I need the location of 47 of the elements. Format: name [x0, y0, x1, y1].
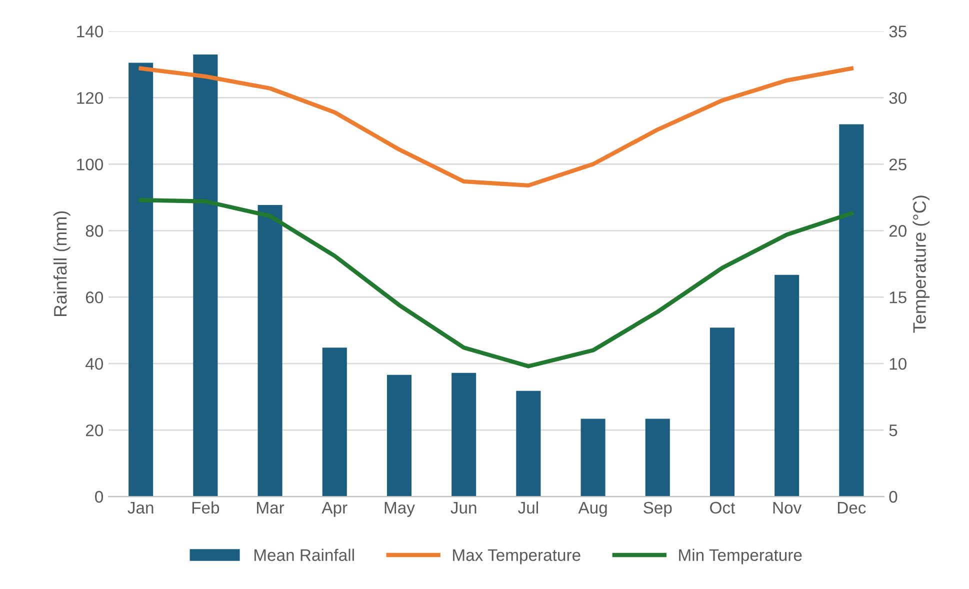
- y2-tick-label: 0: [889, 490, 898, 503]
- x-tick-label: Jun: [450, 502, 476, 514]
- y-tick-label: 20: [86, 424, 104, 436]
- y2-axis-title: Temperature (°C): [912, 196, 930, 333]
- bar: [128, 62, 154, 497]
- legend-label: Min Temperature: [679, 548, 802, 564]
- x-tick-label: Oct: [710, 502, 736, 514]
- y-tick-label: 40: [86, 358, 104, 370]
- bar: [516, 390, 541, 497]
- y2-tick-label: 5: [889, 424, 898, 436]
- y-tick-label: 60: [86, 292, 104, 304]
- y-tick-label: 140: [77, 26, 104, 38]
- y2-tick-label: 15: [890, 292, 906, 304]
- y-tick-label: 80: [86, 225, 104, 237]
- y-axis-title: Rainfall (mm): [53, 211, 70, 316]
- x-tick-label: Feb: [192, 501, 220, 514]
- x-tick-label: Dec: [838, 502, 866, 514]
- bar: [258, 205, 282, 497]
- y2-tick-label: 25: [889, 158, 906, 170]
- bar: [386, 374, 412, 497]
- bar: [580, 418, 606, 497]
- x-tick-label: Sep: [644, 502, 672, 517]
- x-tick-label: May: [384, 502, 415, 517]
- y-tick-label: 0: [95, 490, 104, 503]
- y2-tick-label: 10: [890, 358, 906, 370]
- line-series: [138, 66, 854, 188]
- y-tick-label: 100: [77, 158, 104, 170]
- bar: [774, 274, 800, 497]
- legend-label: Max Temperature: [453, 549, 580, 564]
- bar: [645, 418, 670, 497]
- bar: [839, 124, 864, 497]
- legend-label: Mean Rainfall: [254, 548, 354, 561]
- x-tick-label: Jan: [128, 502, 154, 514]
- bar: [710, 328, 734, 497]
- x-tick-label: Nov: [773, 502, 802, 514]
- y-tick-label: 120: [77, 92, 104, 104]
- x-tick-label: Jul: [518, 501, 538, 514]
- bar: [193, 54, 218, 497]
- y2-tick-label: 20: [889, 225, 906, 237]
- y2-tick-label: 30: [889, 92, 906, 104]
- y2-tick-label: 35: [889, 26, 906, 38]
- line-series: [138, 198, 854, 368]
- x-tick-label: Mar: [257, 502, 284, 514]
- bar: [322, 348, 347, 497]
- bar: [452, 372, 476, 497]
- x-tick-label: Apr: [322, 502, 348, 517]
- x-tick-label: Aug: [578, 502, 607, 517]
